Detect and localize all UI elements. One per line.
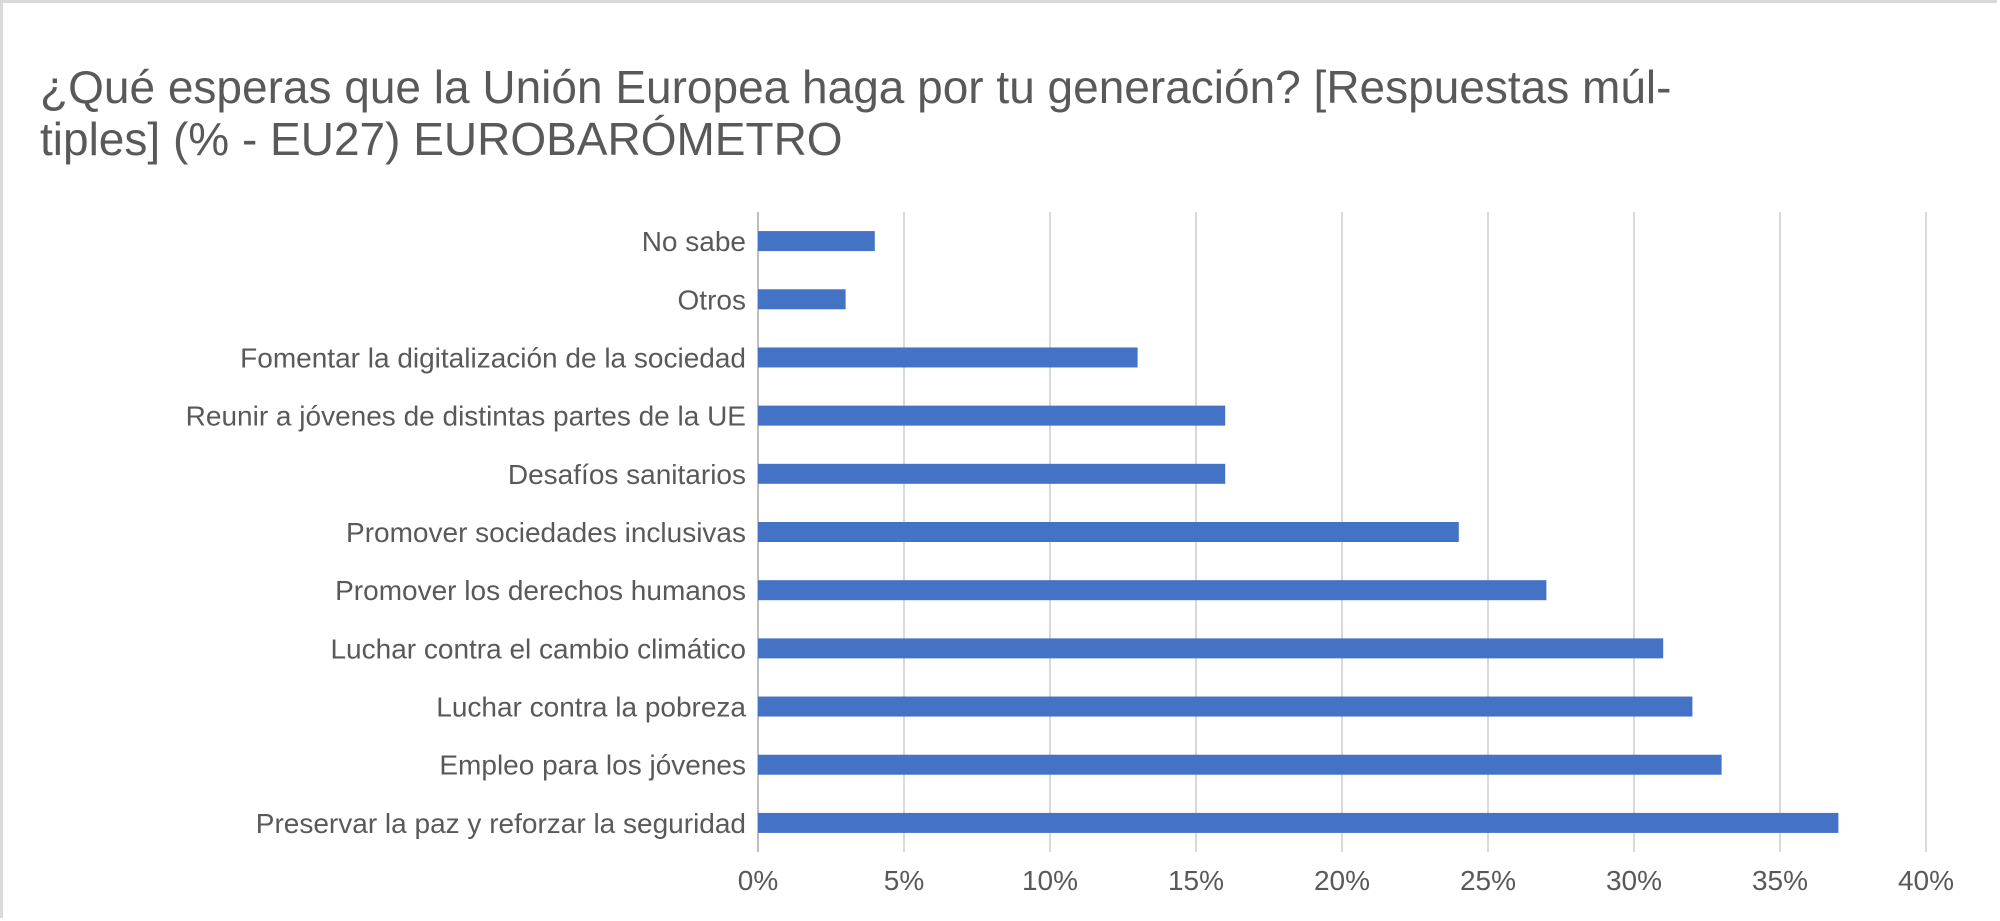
bar — [758, 289, 846, 310]
bar — [758, 580, 1547, 601]
chart-title-line-1: ¿Qué esperas que la Unión Europea haga p… — [40, 61, 1671, 113]
bar — [758, 231, 875, 252]
x-tick-label: 20% — [1314, 865, 1370, 896]
x-tick-label: 30% — [1606, 865, 1662, 896]
category-label: No sabe — [642, 226, 746, 257]
x-tick-label: 35% — [1752, 865, 1808, 896]
bar — [758, 638, 1664, 659]
bar — [758, 696, 1693, 717]
x-tick-label: 5% — [884, 865, 924, 896]
bar — [758, 405, 1226, 426]
x-tick-label: 15% — [1168, 865, 1224, 896]
x-tick-label: 25% — [1460, 865, 1516, 896]
category-label: Luchar contra el cambio climático — [330, 633, 746, 664]
x-tick-label: 0% — [738, 865, 778, 896]
category-label: Promover los derechos humanos — [335, 575, 746, 606]
bar — [758, 347, 1138, 368]
bar — [758, 754, 1722, 775]
bar — [758, 812, 1839, 833]
category-label: Luchar contra la pobreza — [436, 692, 746, 723]
bar — [758, 463, 1226, 484]
category-label: Desafíos sanitarios — [508, 459, 746, 490]
category-label: Empleo para los jóvenes — [439, 750, 746, 781]
x-tick-label: 10% — [1022, 865, 1078, 896]
category-label: Otros — [678, 284, 746, 315]
category-label: Promover sociedades inclusivas — [346, 517, 746, 548]
category-label: Fomentar la digitalización de la socieda… — [240, 342, 746, 373]
category-label: Reunir a jóvenes de distintas partes de … — [186, 401, 746, 432]
chart-title-line-2: tiples] (% - EU27) EUROBARÓMETRO — [40, 113, 843, 165]
category-label: Preservar la paz y reforzar la seguridad — [256, 808, 746, 839]
bar — [758, 522, 1459, 542]
x-tick-label: 40% — [1898, 865, 1954, 896]
